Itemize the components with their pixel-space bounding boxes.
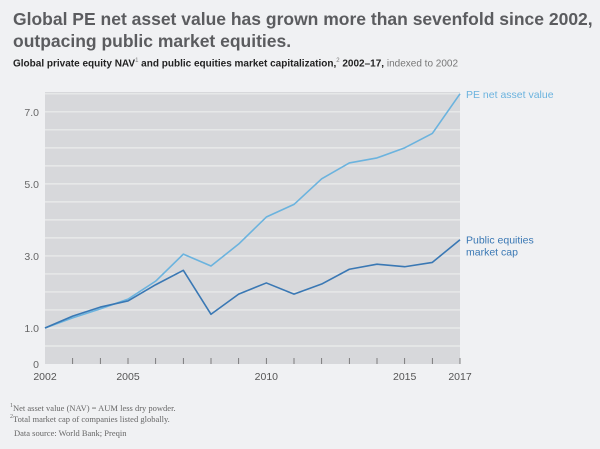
series-label: PE net asset value xyxy=(466,89,554,101)
chart-title: Global PE net asset value has grown more… xyxy=(13,9,593,51)
subtitle-part3: 2002–17, xyxy=(339,58,385,70)
subtitle-part2: and public equities market capitalizatio… xyxy=(138,58,337,70)
footnote-ref-2: 2 xyxy=(336,58,340,64)
footnote-2-mark: 2 xyxy=(10,414,13,421)
x-tick-label: 2010 xyxy=(255,371,279,383)
footnote-1: 1Net asset value (NAV) = AUM less dry po… xyxy=(10,403,176,413)
footnote-2-text: Total market cap of companies listed glo… xyxy=(13,414,170,424)
series-label: Public equities market cap xyxy=(466,235,534,259)
footnote-ref-1: 1 xyxy=(135,58,139,64)
x-tick-label: 2017 xyxy=(448,371,472,383)
footnote-1-text: Net asset value (NAV) = AUM less dry pow… xyxy=(13,403,176,413)
subtitle-part4: indexed to 2002 xyxy=(384,58,459,70)
footnote-2: 2Total market cap of companies listed gl… xyxy=(10,414,170,424)
x-tick-label: 2015 xyxy=(393,371,417,383)
plot-area xyxy=(45,92,460,364)
y-tick-label: 1.0 xyxy=(24,323,39,335)
footnote-1-mark: 1 xyxy=(10,403,13,410)
y-tick-label: 3.0 xyxy=(24,251,39,263)
data-source: Data source: World Bank; Preqin xyxy=(14,428,127,438)
series-line-public-equities xyxy=(44,239,461,329)
y-tick-label: 5.0 xyxy=(24,179,39,191)
x-tick-label: 2002 xyxy=(33,371,57,383)
y-tick-label: 7.0 xyxy=(24,107,39,119)
x-tick-label: 2005 xyxy=(116,371,140,383)
y-tick-label: 0 xyxy=(33,359,39,371)
series-label-line: Public equities xyxy=(466,235,534,247)
series-label-line: market cap xyxy=(466,247,518,259)
chart-subtitle: Global private equity NAV1 and public eq… xyxy=(13,58,458,69)
subtitle-part1: Global private equity NAV xyxy=(13,58,136,70)
